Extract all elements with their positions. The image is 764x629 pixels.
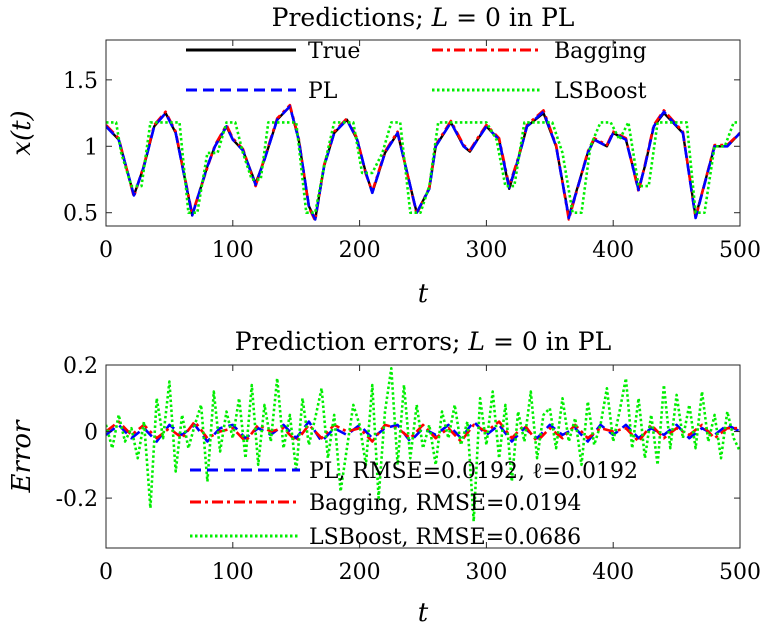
legend-label: LSBoost, RMSE=0.0686 — [309, 525, 581, 550]
y-tick-label: 0.2 — [63, 354, 98, 379]
legend: True Bagging PL LSBoost — [186, 39, 647, 104]
axes-box — [105, 364, 741, 549]
x-tick-label: 400 — [592, 560, 634, 585]
legend-label: LSBoost — [554, 79, 647, 104]
x-tick-label: 500 — [719, 560, 761, 585]
x-tick-label: 200 — [339, 238, 381, 263]
chart-title: Predictions; L = 0 in PL — [272, 3, 575, 32]
x-tick-label: 0 — [99, 238, 113, 263]
chart-title: Prediction errors; L = 0 in PL — [235, 327, 611, 356]
legend-label: Bagging, RMSE=0.0194 — [309, 491, 581, 516]
x-tick-label: 400 — [592, 238, 634, 263]
chart-2: 0 100 200 300 400 500 -0.2 0 0.2 Prediction error… — [7, 327, 761, 628]
y-tick-label: 1 — [84, 135, 98, 160]
chart-1: 0 100 200 300 400 500 0.5 1 1.5 Predictions; L = … — [7, 3, 761, 309]
axes-box — [105, 39, 741, 227]
legend-label: PL, RMSE=0.0192, ℓ=0.0192 — [309, 459, 638, 484]
y-axis-label: Error — [7, 419, 37, 493]
x-tick-label: 300 — [465, 238, 507, 263]
legend-label: True — [308, 39, 360, 64]
y-tick-label: -0.2 — [56, 487, 98, 512]
legend-label: PL — [308, 79, 338, 104]
x-axis-label: t — [418, 279, 429, 309]
series-line-dotted-3 — [106, 366, 740, 523]
x-tick-label: 100 — [212, 560, 254, 585]
x-tick-label: 100 — [212, 238, 254, 263]
y-tick-label: 1.5 — [63, 69, 98, 94]
y-tick-label: 0.5 — [63, 202, 98, 227]
x-tick-label: 0 — [99, 560, 113, 585]
y-axis-label: x(t) — [7, 110, 37, 155]
legend: PL, RMSE=0.0192, ℓ=0.0192 Bagging, RMSE=0… — [190, 459, 638, 550]
y-tick-label: 0 — [84, 421, 98, 446]
x-tick-label: 500 — [719, 238, 761, 263]
x-tick-label: 200 — [339, 560, 381, 585]
x-tick-label: 300 — [465, 560, 507, 585]
x-axis-label: t — [418, 598, 429, 628]
plot-area — [106, 103, 740, 222]
legend-label: Bagging — [554, 39, 647, 64]
plot-area — [106, 366, 740, 523]
series-line-dotted-4 — [106, 121, 740, 214]
series-line-dashdot-2 — [106, 420, 740, 443]
